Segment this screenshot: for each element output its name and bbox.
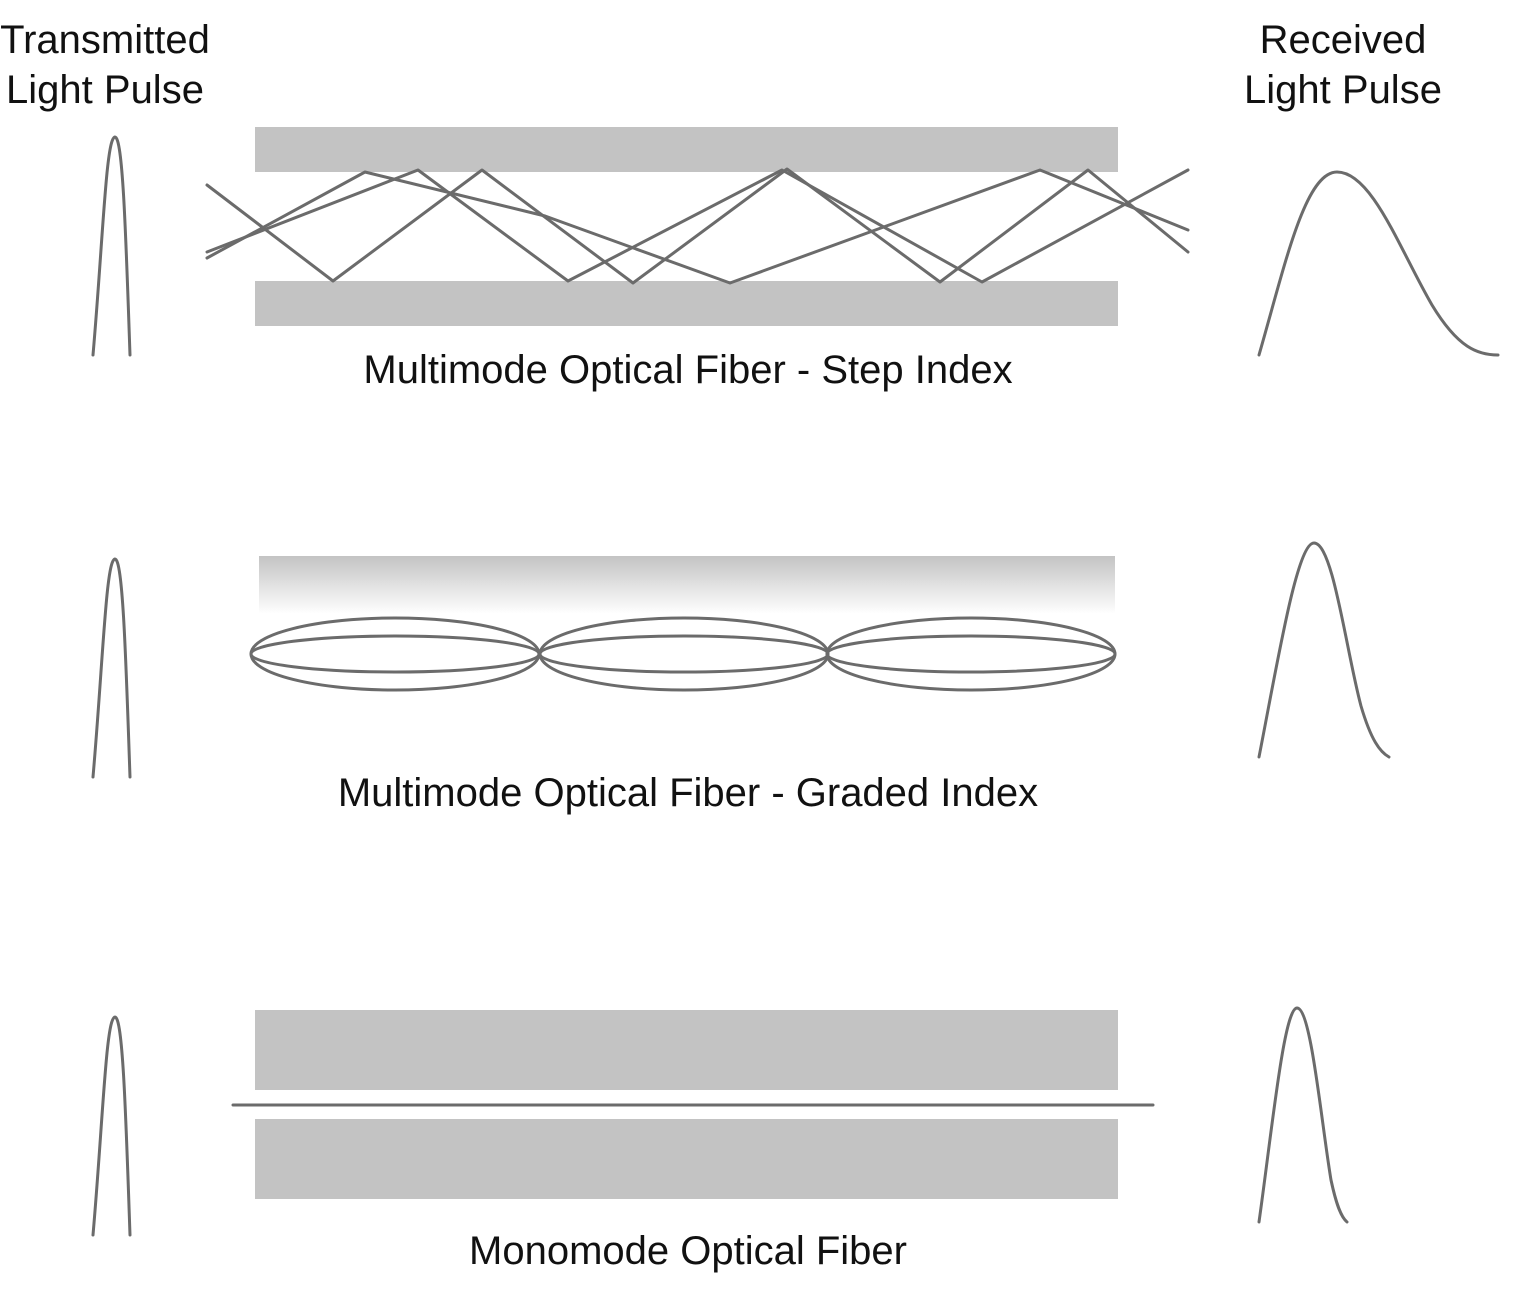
monomode-cladding-top [255, 1010, 1118, 1090]
graded-mode-outer [538, 616, 830, 692]
received-header-line-2: Light Pulse [1244, 68, 1442, 112]
step-index-ray [205, 167, 1190, 285]
graded-index-cladding-gradient [259, 556, 1115, 614]
graded-mode-inner [825, 634, 1117, 674]
graded-mode-inner [538, 634, 830, 674]
graded-index-fiber [249, 556, 1117, 692]
received-pulse-monomode [1257, 1006, 1349, 1224]
step-index-rays [205, 167, 1190, 285]
step-index-ray [205, 168, 1190, 285]
step-index-caption: Multimode Optical Fiber - Step Index [363, 348, 1012, 392]
received-pulse-step-index [1257, 170, 1500, 357]
transmitted-header-line-2: Light Pulse [6, 68, 204, 112]
step-index-cladding-bottom [255, 281, 1118, 326]
graded-index-caption: Multimode Optical Fiber - Graded Index [338, 771, 1038, 815]
step-index-fiber [205, 127, 1190, 326]
transmitted-pulse-step-index [91, 135, 132, 357]
graded-mode-outer [825, 616, 1117, 692]
monomode-cladding-bottom [255, 1119, 1118, 1199]
monomode-fiber [231, 1010, 1155, 1199]
graded-mode-inner [249, 634, 541, 674]
graded-index-modes [249, 616, 1117, 692]
step-index-ray [205, 168, 1190, 284]
transmitted-pulse-monomode [91, 1015, 132, 1237]
transmitted-header-line-1: Transmitted [0, 18, 210, 62]
received-pulse-graded-index [1257, 541, 1391, 759]
step-index-cladding-top [255, 127, 1118, 172]
graded-mode-outer [249, 616, 541, 692]
received-header-line-1: Received [1260, 18, 1427, 62]
transmitted-pulse-graded-index [91, 557, 132, 779]
monomode-caption: Monomode Optical Fiber [469, 1229, 907, 1273]
